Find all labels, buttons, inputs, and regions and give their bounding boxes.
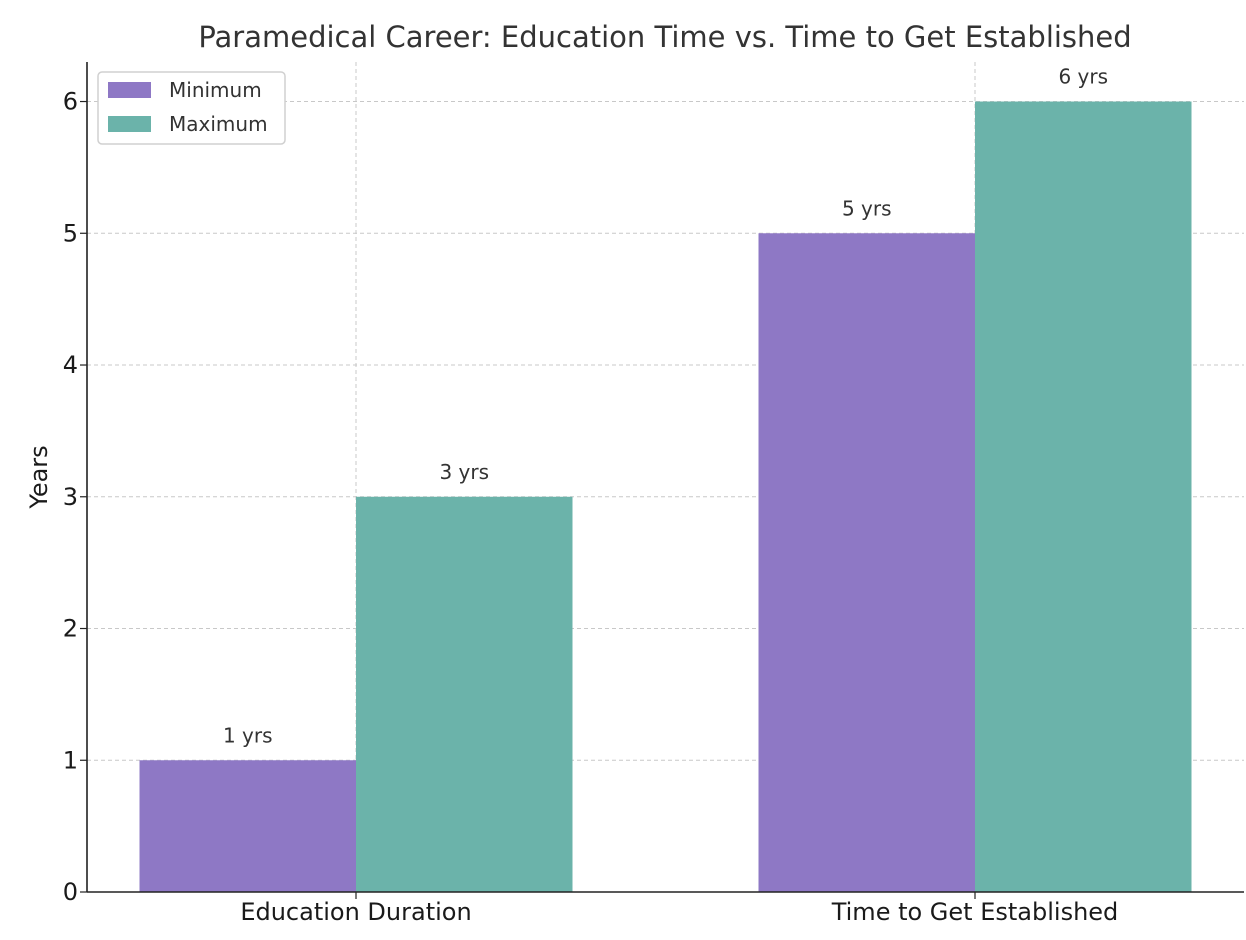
y-axis-label: Years bbox=[25, 445, 53, 509]
value-label: 3 yrs bbox=[439, 460, 489, 484]
y-tick-label: 1 bbox=[63, 746, 78, 774]
tick-labels: 0 1 2 3 4 5 6 Education Duration Time to Get Est… bbox=[63, 88, 1119, 926]
value-label: 6 yrs bbox=[1058, 65, 1108, 89]
y-tick-label: 2 bbox=[63, 615, 78, 643]
legend: Minimum Maximum bbox=[97, 71, 286, 145]
bar-minimum-1 bbox=[758, 233, 975, 892]
legend-swatch-maximum bbox=[108, 116, 151, 132]
axes bbox=[80, 62, 1244, 899]
bars bbox=[139, 101, 1192, 893]
legend-swatch-minimum bbox=[108, 82, 151, 98]
bar-minimum-0 bbox=[139, 760, 356, 892]
y-tick-label: 4 bbox=[63, 351, 78, 379]
value-label: 5 yrs bbox=[842, 196, 892, 220]
bar-maximum-0 bbox=[356, 496, 573, 892]
value-labels: 1 yrs 5 yrs 3 yrs 6 yrs bbox=[223, 65, 1108, 748]
y-tick-label: 3 bbox=[63, 483, 78, 511]
chart-title: Paramedical Career: Education Time vs. T… bbox=[198, 20, 1131, 54]
bar-maximum-1 bbox=[975, 101, 1192, 893]
legend-label-maximum: Maximum bbox=[169, 112, 268, 136]
y-tick-label: 0 bbox=[63, 878, 78, 906]
value-label: 1 yrs bbox=[223, 723, 273, 747]
x-tick-label: Education Duration bbox=[240, 898, 471, 926]
x-tick-label: Time to Get Established bbox=[831, 898, 1119, 926]
y-tick-label: 6 bbox=[63, 88, 78, 116]
legend-label-minimum: Minimum bbox=[169, 78, 262, 102]
y-tick-label: 5 bbox=[63, 219, 78, 247]
